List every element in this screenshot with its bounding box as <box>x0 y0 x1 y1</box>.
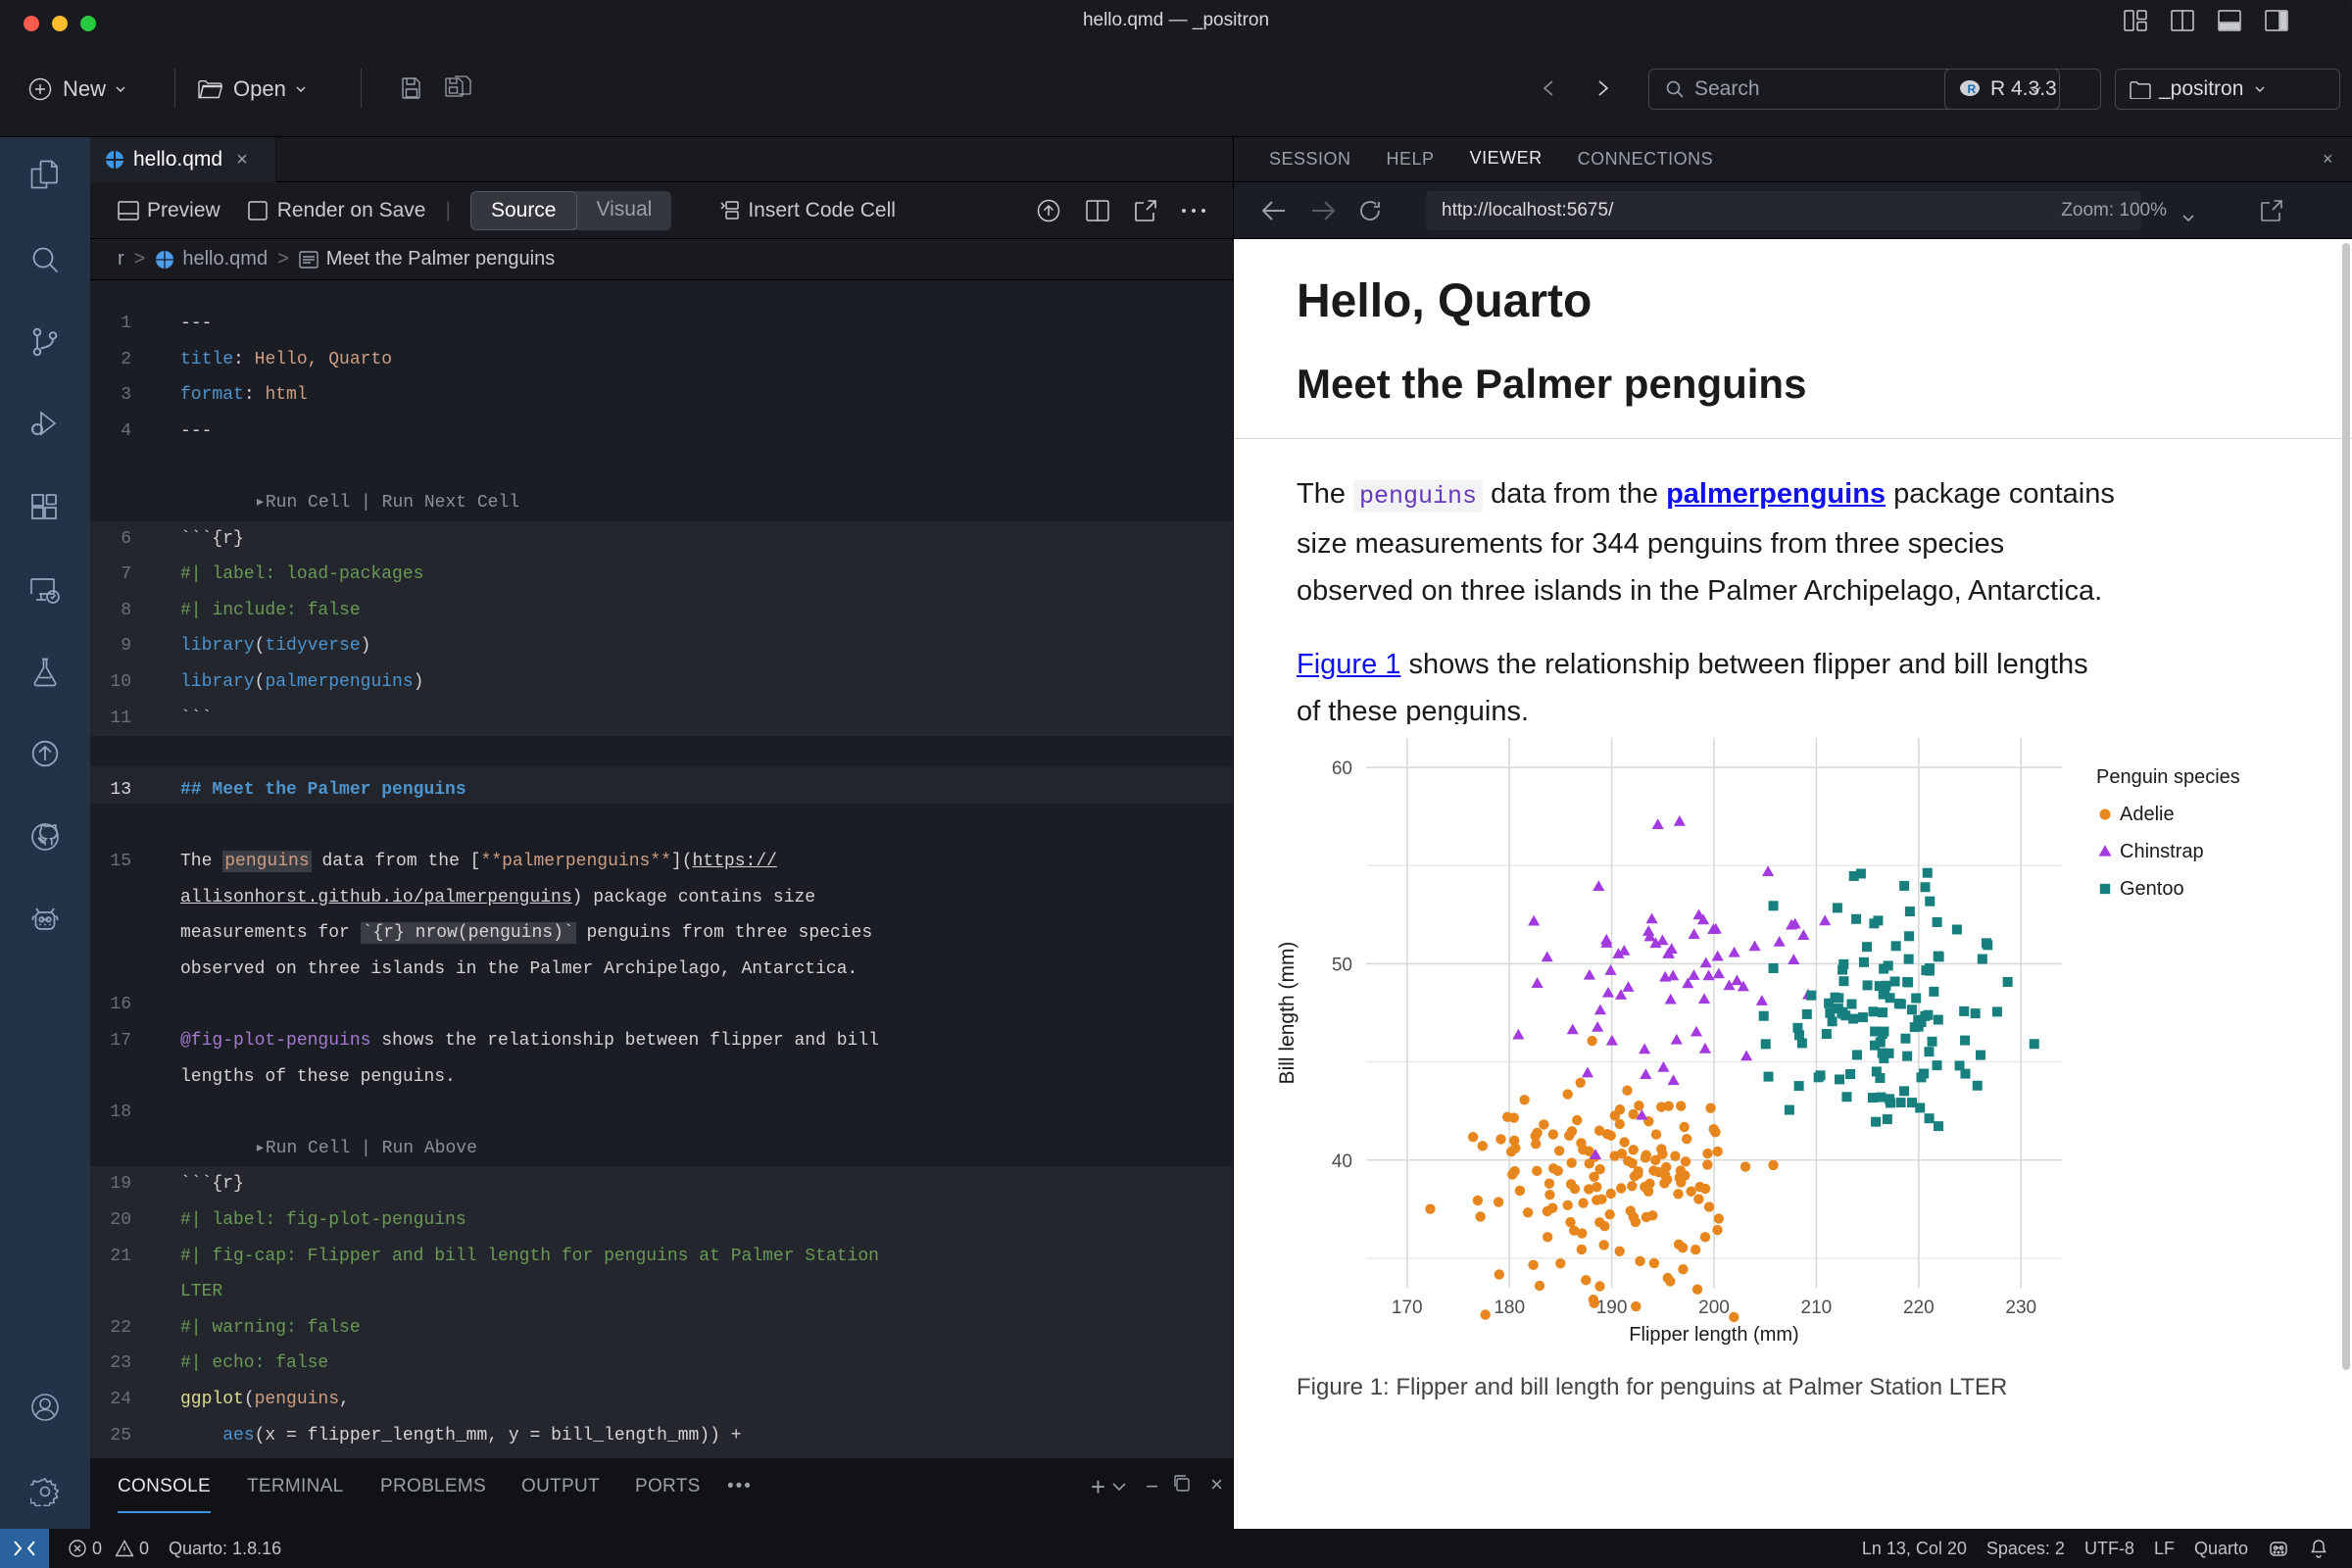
svg-text:170: 170 <box>1392 1298 1423 1318</box>
svg-text:190: 190 <box>1596 1298 1628 1318</box>
svg-text:200: 200 <box>1698 1298 1730 1318</box>
svg-text:50: 50 <box>1332 955 1352 975</box>
svg-text:210: 210 <box>1801 1298 1833 1318</box>
svg-text:Flipper length (mm): Flipper length (mm) <box>1629 1324 1798 1346</box>
svg-text:40: 40 <box>1332 1152 1352 1172</box>
svg-text:Chinstrap: Chinstrap <box>2120 841 2204 862</box>
svg-text:230: 230 <box>2005 1298 2036 1318</box>
svg-text:180: 180 <box>1494 1298 1525 1318</box>
svg-text:Gentoo: Gentoo <box>2120 878 2184 900</box>
svg-text:Adelie: Adelie <box>2120 804 2175 825</box>
svg-text:R: R <box>1968 82 1977 96</box>
svg-text:220: 220 <box>1903 1298 1935 1318</box>
svg-text:Penguin species: Penguin species <box>2096 766 2240 788</box>
svg-text:60: 60 <box>1332 759 1352 779</box>
svg-text:Bill length (mm): Bill length (mm) <box>1276 942 1298 1085</box>
